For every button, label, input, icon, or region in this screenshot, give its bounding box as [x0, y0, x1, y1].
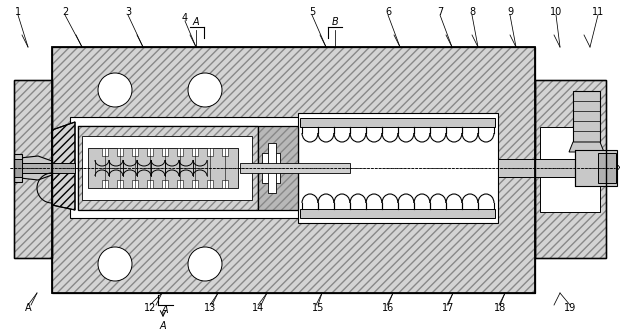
Bar: [52, 47, 535, 293]
Bar: [300, 118, 495, 127]
Text: 14: 14: [252, 303, 264, 313]
Bar: [147, 148, 153, 156]
Circle shape: [98, 73, 132, 107]
Text: 1: 1: [15, 7, 21, 17]
Polygon shape: [20, 156, 52, 180]
Bar: [117, 148, 123, 156]
Bar: [52, 47, 535, 293]
Bar: [52, 47, 535, 293]
Bar: [535, 80, 606, 258]
Text: 8: 8: [469, 7, 475, 17]
Text: 7: 7: [437, 7, 443, 17]
Bar: [177, 148, 183, 156]
Bar: [177, 180, 183, 188]
Bar: [535, 80, 606, 258]
Text: 10: 10: [550, 7, 562, 17]
Text: 18: 18: [494, 303, 506, 313]
Bar: [70, 117, 497, 218]
Bar: [20, 163, 75, 173]
Bar: [88, 148, 238, 188]
Text: B: B: [332, 17, 339, 27]
Bar: [573, 91, 600, 142]
Text: x: x: [617, 163, 620, 173]
Bar: [268, 143, 276, 193]
Text: A: A: [162, 305, 168, 315]
Bar: [207, 148, 213, 156]
Bar: [102, 180, 108, 188]
Text: 2: 2: [62, 7, 68, 17]
Bar: [147, 180, 153, 188]
Bar: [222, 180, 228, 188]
Bar: [78, 126, 258, 210]
Bar: [132, 148, 138, 156]
Bar: [262, 153, 280, 183]
Polygon shape: [569, 142, 604, 152]
Bar: [258, 126, 298, 210]
Text: 17: 17: [442, 303, 454, 313]
Bar: [540, 127, 600, 212]
Bar: [162, 180, 168, 188]
Bar: [102, 148, 108, 156]
Text: 12: 12: [144, 303, 156, 313]
Bar: [298, 113, 498, 223]
Bar: [14, 80, 52, 258]
Bar: [117, 180, 123, 188]
Text: 13: 13: [204, 303, 216, 313]
Bar: [207, 180, 213, 188]
Bar: [14, 159, 22, 177]
Bar: [14, 80, 52, 258]
Text: 19: 19: [564, 303, 576, 313]
Polygon shape: [52, 122, 75, 210]
Bar: [222, 148, 228, 156]
Text: 16: 16: [382, 303, 394, 313]
Text: 15: 15: [312, 303, 324, 313]
Bar: [258, 126, 298, 210]
Bar: [300, 209, 495, 218]
Bar: [14, 80, 52, 258]
Text: 6: 6: [385, 7, 391, 17]
Bar: [575, 150, 617, 186]
Circle shape: [188, 73, 222, 107]
Text: 3: 3: [125, 7, 131, 17]
Bar: [132, 180, 138, 188]
Bar: [14, 154, 22, 182]
Text: A: A: [193, 17, 199, 27]
Bar: [240, 163, 350, 173]
Bar: [498, 159, 608, 177]
Bar: [82, 136, 252, 200]
Bar: [598, 153, 616, 183]
Text: 5: 5: [309, 7, 315, 17]
Text: 11: 11: [592, 7, 604, 17]
Bar: [535, 80, 606, 258]
Bar: [192, 180, 198, 188]
Text: 4: 4: [182, 13, 188, 23]
Bar: [162, 148, 168, 156]
Text: A: A: [160, 321, 166, 331]
Text: A: A: [25, 303, 32, 313]
Bar: [192, 148, 198, 156]
Circle shape: [98, 247, 132, 281]
Circle shape: [188, 247, 222, 281]
Text: 9: 9: [507, 7, 513, 17]
Bar: [78, 126, 258, 210]
